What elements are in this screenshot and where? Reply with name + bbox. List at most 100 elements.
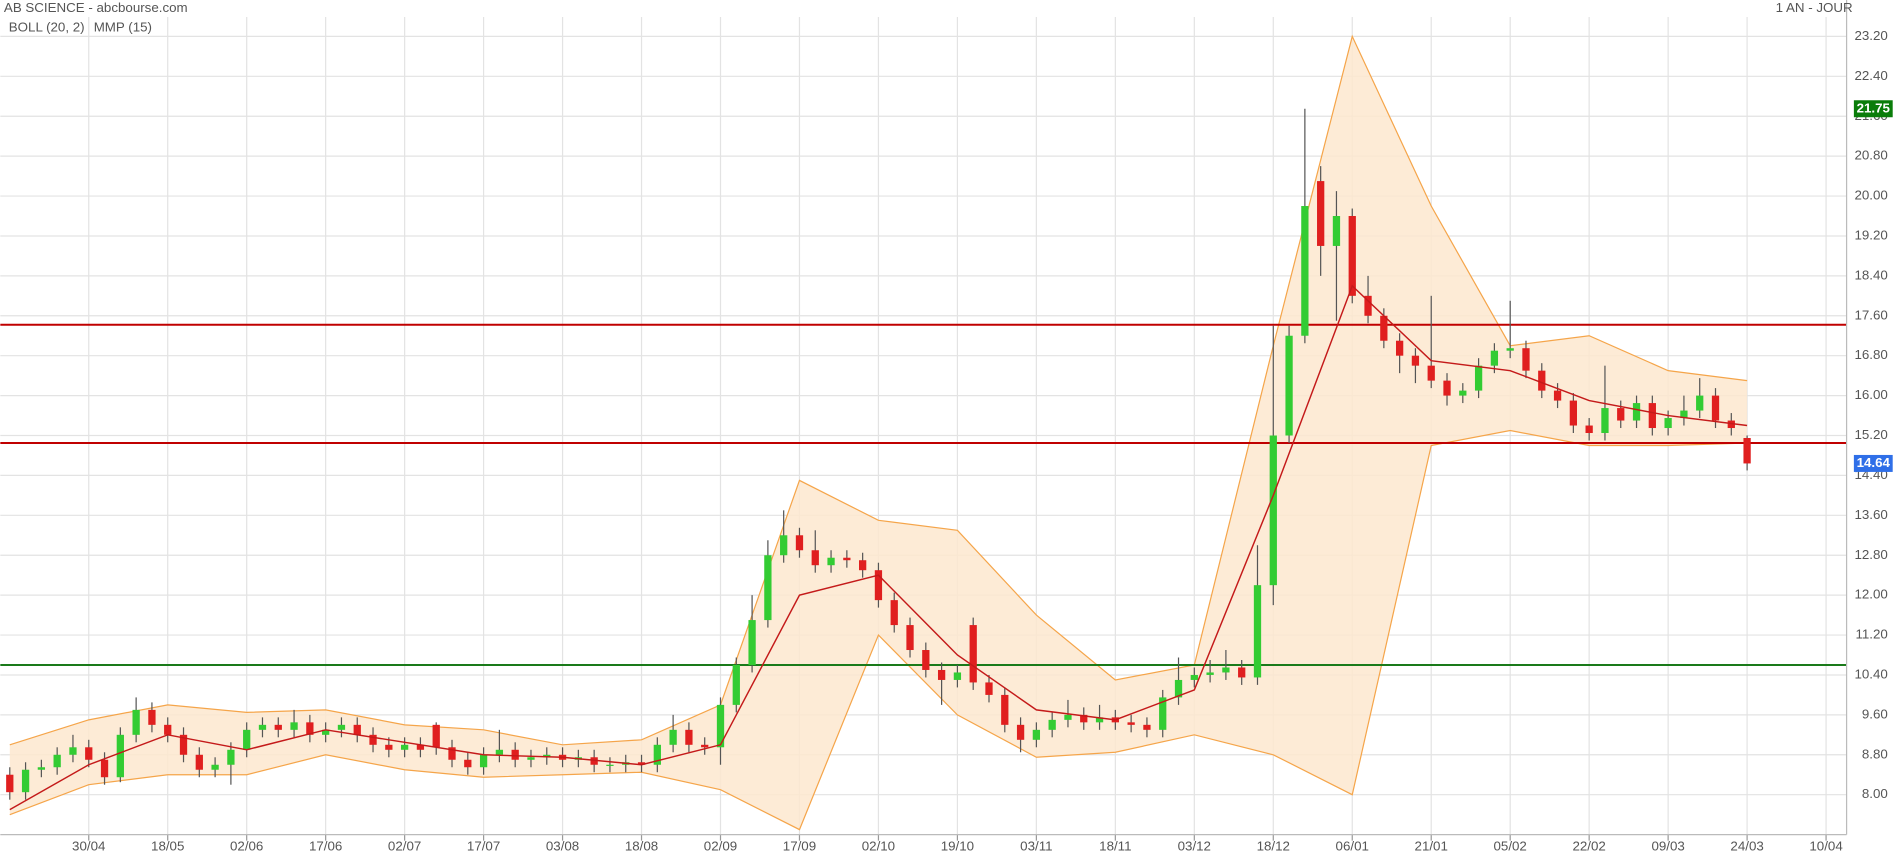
candle-body (69, 747, 77, 755)
candle-body (1585, 425, 1593, 434)
candle-body (843, 557, 851, 561)
candle-body (1269, 435, 1277, 586)
candle-body (1490, 350, 1499, 366)
candle-body (669, 729, 677, 745)
price-label: 14.64 (1857, 455, 1891, 470)
x-tick-label: 21/01 (1415, 838, 1448, 853)
candle-body (511, 749, 519, 760)
legend-mmp: MMP (15) (94, 19, 152, 34)
x-tick-label: 09/03 (1651, 838, 1684, 853)
candle-body (353, 724, 361, 735)
candle-body (306, 722, 314, 735)
mmp-line (9, 284, 1748, 811)
x-tick-label: 02/09 (704, 838, 737, 853)
y-tick-label: 11.20 (1855, 627, 1887, 642)
x-tick-label: 18/08 (625, 838, 658, 853)
y-tick-label: 19.20 (1854, 227, 1887, 242)
y-tick-label: 9.60 (1862, 706, 1888, 721)
candle-body (606, 764, 614, 766)
candle-body (748, 620, 756, 665)
bollinger-fill (9, 36, 1748, 830)
y-tick-label: 15.20 (1854, 427, 1887, 442)
y-tick-label: 8.80 (1862, 746, 1888, 761)
y-tick-label: 20.80 (1854, 148, 1887, 163)
x-tick-label: 19/10 (941, 838, 974, 853)
candle-body (590, 757, 598, 765)
candle-body (795, 535, 804, 551)
candle-body (100, 759, 109, 778)
candle-body (1411, 355, 1420, 366)
candle-body (985, 682, 993, 695)
candle-body (1395, 340, 1404, 356)
candle-body (1032, 729, 1041, 740)
candle-body (1174, 679, 1183, 698)
candle-body (543, 754, 551, 758)
x-tick-label: 02/07 (388, 838, 421, 853)
x-tick-label: 10/04 (1809, 838, 1843, 853)
candle-body (6, 774, 14, 793)
candle-body (1617, 408, 1625, 421)
candle-body (1190, 674, 1198, 680)
period-label: 1 AN - JOUR (1776, 0, 1853, 15)
candle-body (400, 744, 409, 750)
candle-body (874, 570, 883, 601)
candle-body (148, 709, 156, 725)
price-label: 21.75 (1857, 100, 1891, 115)
x-tick-label: 18/12 (1257, 838, 1290, 853)
candle-body (1632, 403, 1641, 421)
candle-body (385, 744, 393, 750)
x-tick-label: 30/04 (72, 838, 106, 853)
candle-body (1159, 697, 1167, 730)
candle-body (890, 600, 898, 626)
candle-body (1222, 667, 1230, 673)
candle-body (132, 709, 140, 735)
bollinger-upper (9, 34, 1748, 746)
candle-body (337, 724, 346, 730)
x-tick-label: 18/05 (151, 838, 184, 853)
candle-body (322, 729, 330, 735)
x-tick-label: 22/02 (1572, 838, 1605, 853)
candle-body (1380, 315, 1388, 341)
candle-body (1080, 714, 1088, 723)
bollinger-lower (9, 429, 1748, 831)
candle-body (1474, 365, 1483, 391)
candle-body (1095, 717, 1104, 723)
candle-body (53, 754, 61, 768)
candle-body (1459, 390, 1467, 396)
price-label-box (1853, 100, 1893, 118)
candle-body (179, 734, 188, 755)
x-tick-label: 02/10 (862, 838, 895, 853)
candle-body (290, 722, 298, 730)
candle-body (21, 769, 30, 793)
candle-body (1238, 667, 1246, 678)
x-tick-label: 02/06 (230, 838, 263, 853)
candle-body (1664, 418, 1672, 429)
candle-body (1680, 410, 1688, 419)
candle-body (116, 734, 124, 778)
candle-body (811, 550, 819, 566)
candle-body (906, 625, 914, 651)
candle-body (764, 555, 772, 621)
x-tick-label: 03/12 (1178, 838, 1211, 853)
candle-body (653, 744, 661, 765)
candle-body (937, 669, 946, 680)
candle-body (953, 672, 962, 680)
candle-body (479, 754, 488, 768)
candle-body (1016, 724, 1025, 740)
candle-body (859, 560, 867, 571)
x-tick-label: 05/02 (1494, 838, 1527, 853)
y-tick-label: 13.60 (1854, 507, 1887, 522)
y-tick-label: 8.00 (1862, 786, 1888, 801)
x-tick-label: 24/03 (1730, 838, 1763, 853)
candle-body (1727, 420, 1735, 429)
x-tick-label: 17/06 (309, 838, 342, 853)
x-tick-label: 03/08 (546, 838, 579, 853)
candle-body (1332, 216, 1341, 246)
y-tick-label: 22.40 (1854, 68, 1887, 83)
candle-body (1553, 390, 1562, 401)
candle-body (1064, 714, 1072, 720)
candle-body (1143, 724, 1151, 730)
candle-body (258, 724, 267, 730)
candle-body (1206, 672, 1214, 675)
